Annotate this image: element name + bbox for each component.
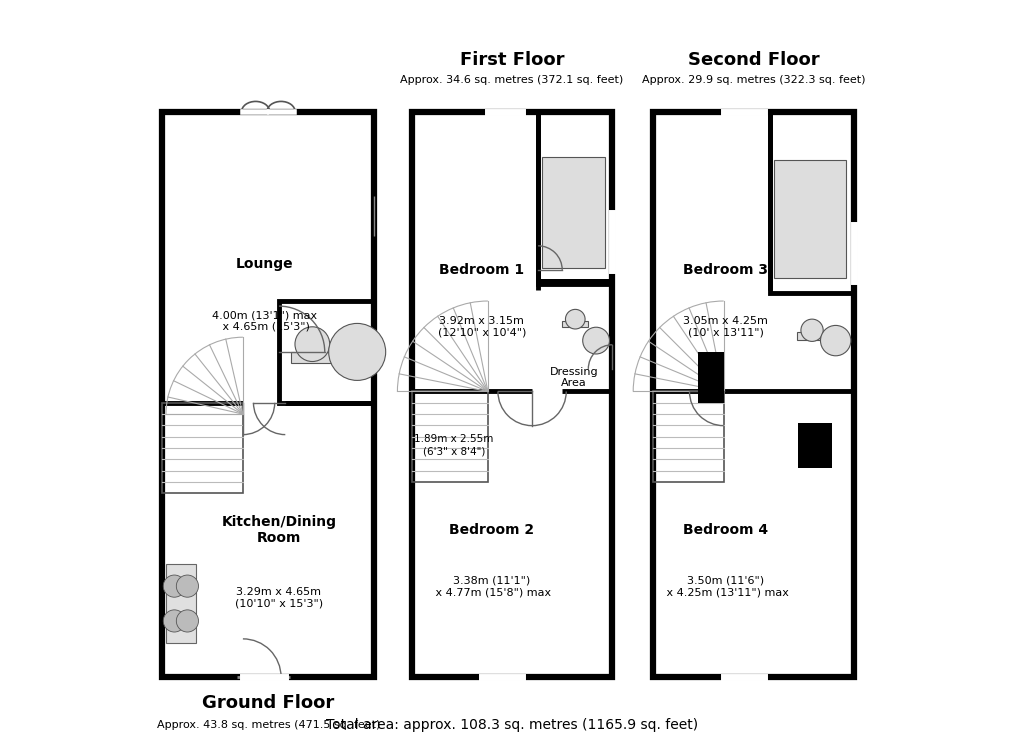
Text: Ground Floor: Ground Floor <box>202 694 335 712</box>
Text: Approx. 34.6 sq. metres (372.1 sq. feet): Approx. 34.6 sq. metres (372.1 sq. feet) <box>400 75 624 86</box>
Circle shape <box>329 324 386 380</box>
Text: Dressing
Area: Dressing Area <box>550 367 599 388</box>
Circle shape <box>176 610 199 632</box>
Text: Bedroom 3: Bedroom 3 <box>683 263 768 277</box>
Circle shape <box>801 319 823 341</box>
Text: 3.29m x 4.65m
(10'10" x 15'3"): 3.29m x 4.65m (10'10" x 15'3") <box>234 587 323 609</box>
Bar <box>653 391 724 482</box>
Bar <box>163 112 375 677</box>
Text: First Floor: First Floor <box>460 51 564 68</box>
Circle shape <box>565 310 585 329</box>
Bar <box>542 158 605 268</box>
Circle shape <box>163 610 185 632</box>
Bar <box>539 112 612 281</box>
Bar <box>166 564 196 643</box>
Bar <box>291 352 334 363</box>
Text: Total area: approx. 108.3 sq. metres (1165.9 sq. feet): Total area: approx. 108.3 sq. metres (11… <box>326 719 698 732</box>
Bar <box>774 161 846 278</box>
Text: Kitchen/Dining
Room: Kitchen/Dining Room <box>221 515 337 545</box>
Text: 1.89m x 2.55m
(6'3" x 8'4"): 1.89m x 2.55m (6'3" x 8'4") <box>414 434 494 456</box>
Text: Approx. 43.8 sq. metres (471.5 sq. feet): Approx. 43.8 sq. metres (471.5 sq. feet) <box>157 720 380 731</box>
Text: Second Floor: Second Floor <box>688 51 819 68</box>
Bar <box>653 112 854 677</box>
Bar <box>279 301 375 403</box>
Text: 3.92m x 3.15m
(12'10" x 10'4"): 3.92m x 3.15m (12'10" x 10'4") <box>437 315 526 337</box>
Text: Lounge: Lounge <box>236 257 293 272</box>
Text: 3.50m (11'6")
 x 4.25m (13'11") max: 3.50m (11'6") x 4.25m (13'11") max <box>663 576 788 597</box>
Bar <box>697 352 724 403</box>
Text: 3.38m (11'1")
 x 4.77m (15'8") max: 3.38m (11'1") x 4.77m (15'8") max <box>432 576 552 597</box>
Bar <box>412 391 487 482</box>
Bar <box>163 403 243 493</box>
Bar <box>539 281 612 284</box>
Circle shape <box>163 575 185 597</box>
Text: Approx. 29.9 sq. metres (322.3 sq. feet): Approx. 29.9 sq. metres (322.3 sq. feet) <box>642 75 865 86</box>
Bar <box>770 112 854 292</box>
Circle shape <box>295 327 330 362</box>
Text: Bedroom 4: Bedroom 4 <box>683 523 768 537</box>
Bar <box>562 321 589 327</box>
Bar <box>798 423 833 468</box>
Circle shape <box>820 325 851 356</box>
Text: Bedroom 1: Bedroom 1 <box>439 263 524 277</box>
Bar <box>412 112 612 677</box>
Circle shape <box>176 575 199 597</box>
Text: 4.00m (13'1") max
 x 4.65m (15'3"): 4.00m (13'1") max x 4.65m (15'3") <box>212 310 316 332</box>
Text: 3.05m x 4.25m
(10' x 13'11"): 3.05m x 4.25m (10' x 13'11") <box>683 315 768 337</box>
Bar <box>798 333 827 339</box>
Text: Bedroom 2: Bedroom 2 <box>450 523 535 537</box>
Circle shape <box>583 327 609 354</box>
